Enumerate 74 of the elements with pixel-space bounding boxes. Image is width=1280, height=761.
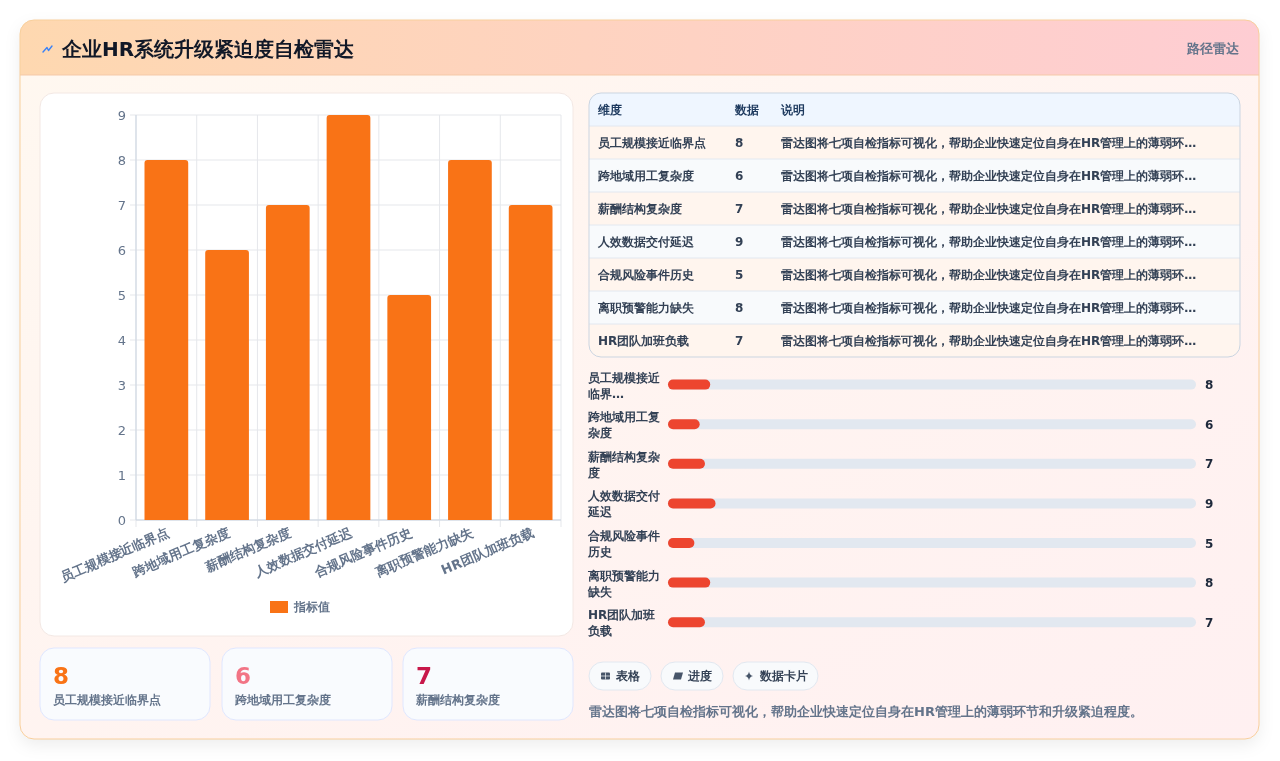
y-tick-label: 9	[117, 107, 126, 123]
category-label: 员工规模接近临界点	[598, 136, 706, 150]
bar	[668, 538, 695, 548]
bar	[668, 617, 705, 628]
category-label: 薪酬结构复杂度	[597, 202, 682, 216]
bar	[668, 577, 711, 588]
y-tick-label: 离职预警能力缺失	[587, 568, 660, 599]
text: 数据	[734, 103, 759, 117]
text: 进度	[687, 669, 712, 683]
data-label: 6	[235, 663, 252, 689]
text: 雷达图将七项自检指标可视化，帮助企业快速定位自身在HR管理上的薄弱环…	[781, 136, 1197, 150]
category-label: HR团队加班负载	[598, 334, 690, 348]
y-tick-label: 6	[117, 242, 126, 258]
data-label: 5	[1205, 536, 1214, 551]
y-tick-label: 薪酬结构复杂度	[587, 449, 660, 480]
y-tick-label: 7	[117, 197, 126, 213]
y-tick-label: 8	[117, 152, 126, 168]
y-tick-label: 人效数据交付延迟	[587, 489, 660, 520]
data-label: 9	[735, 235, 744, 249]
bar	[448, 160, 492, 520]
text: 雷达图将七项自检指标可视化，帮助企业快速定位自身在HR管理上的薄弱环…	[781, 202, 1197, 216]
text: 路径雷达	[1186, 41, 1240, 56]
data-label: 6	[1205, 417, 1214, 432]
text: 企业HR系统升级紧迫度自检雷达	[61, 37, 355, 61]
text: 雷达图将七项自检指标可视化，帮助企业快速定位自身在HR管理上的薄弱环…	[781, 235, 1197, 249]
data-label: 7	[735, 202, 744, 216]
data-label: 7	[416, 663, 433, 689]
data-label: 8	[735, 136, 744, 150]
category-label: 合规风险事件历史	[597, 268, 694, 282]
y-tick-label: 1	[117, 467, 126, 483]
legend-label: 指标值	[293, 600, 330, 614]
bar	[205, 250, 249, 520]
text: 雷达图将七项自检指标可视化，帮助企业快速定位自身在HR管理上的薄弱环节和升级紧迫程度。	[589, 704, 1143, 719]
data-label: 9	[1205, 496, 1214, 511]
text: 维度	[597, 103, 622, 117]
category-label: 跨地域用工复杂度	[234, 693, 331, 707]
bar	[668, 419, 700, 430]
y-tick-label: 员工规模接近临界…	[588, 370, 661, 401]
text: 数据卡片	[759, 669, 808, 683]
data-label: 8	[53, 663, 70, 689]
y-tick-label: 5	[117, 287, 126, 303]
y-tick-label: 3	[117, 377, 126, 393]
text: 雷达图将七项自检指标可视化，帮助企业快速定位自身在HR管理上的薄弱环…	[781, 334, 1197, 348]
category-label: 跨地域用工复杂度	[597, 169, 694, 183]
bar	[508, 205, 553, 520]
bar	[326, 115, 371, 520]
data-label: 8	[1205, 576, 1214, 591]
data-label: 7	[1205, 615, 1214, 630]
data-label: 7	[735, 334, 744, 348]
data-label: 8	[735, 301, 744, 315]
category-label: 人效数据交付延迟	[597, 235, 695, 249]
text: 表格	[615, 669, 641, 683]
bar	[668, 379, 711, 390]
text: 雷达图将七项自检指标可视化，帮助企业快速定位自身在HR管理上的薄弱环…	[781, 301, 1197, 315]
data-label: 6	[735, 169, 744, 183]
bar	[668, 458, 705, 469]
y-tick-label: 跨地域用工复杂度	[587, 410, 660, 441]
y-tick-label: 2	[117, 422, 126, 438]
text: 说明	[780, 103, 805, 117]
text: 雷达图将七项自检指标可视化，帮助企业快速定位自身在HR管理上的薄弱环…	[781, 268, 1197, 282]
y-tick-label: 4	[117, 332, 126, 348]
category-label: 员工规模接近临界点	[53, 693, 161, 707]
text: 雷达图将七项自检指标可视化，帮助企业快速定位自身在HR管理上的薄弱环…	[781, 169, 1197, 183]
data-label: 5	[735, 268, 744, 282]
data-label: 8	[1205, 378, 1214, 393]
bar	[265, 205, 310, 520]
bar	[387, 295, 432, 520]
data-label: 7	[1205, 457, 1214, 472]
category-label: 离职预警能力缺失	[597, 301, 695, 315]
bar	[144, 160, 189, 520]
y-tick-label: HR团队加班负载	[587, 608, 656, 639]
category-label: 薪酬结构复杂度	[415, 693, 500, 707]
bar	[668, 498, 716, 509]
y-tick-label: 0	[117, 512, 126, 528]
